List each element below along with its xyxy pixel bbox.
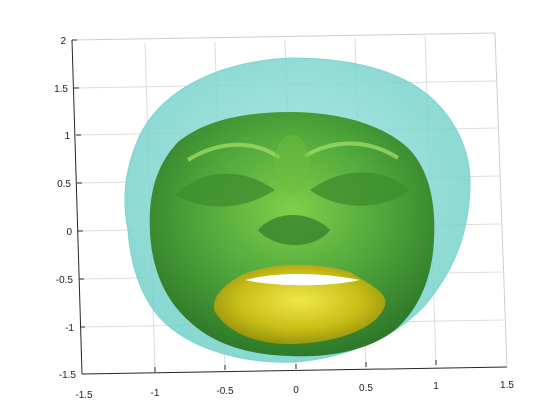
x-tick-labels: -1.5 -1 -0.5 0 0.5 1 1.5 xyxy=(75,380,514,401)
face-details xyxy=(175,135,410,245)
y-tick-label: 1 xyxy=(64,131,70,142)
y-tick-label: 0 xyxy=(66,227,72,238)
y-tick-label: -1.5 xyxy=(59,370,77,381)
x-tick-label: -1.5 xyxy=(75,390,93,401)
axes-box xyxy=(71,32,508,375)
x-tick-label: 0.5 xyxy=(359,383,373,394)
y-tick-label: 1.5 xyxy=(54,84,68,95)
x-tick-label: -0.5 xyxy=(216,386,234,397)
y-tick-labels: 2 1.5 1 0.5 0 -0.5 -1 -1.5 xyxy=(54,36,76,381)
x-tick-label: 1 xyxy=(433,381,439,392)
x-tick-label: -1 xyxy=(151,388,160,399)
y-tick-label: 2 xyxy=(60,36,66,47)
y-tick-label: 0.5 xyxy=(57,179,71,190)
y-tick-label: -1 xyxy=(65,323,74,334)
x-tick-label: 1.5 xyxy=(500,380,514,391)
mouth-surface xyxy=(213,264,386,345)
tick-marks xyxy=(72,39,437,375)
mouth-opening xyxy=(245,274,360,286)
x-tick-label: 0 xyxy=(293,385,299,396)
y-tick-label: -0.5 xyxy=(56,275,74,286)
